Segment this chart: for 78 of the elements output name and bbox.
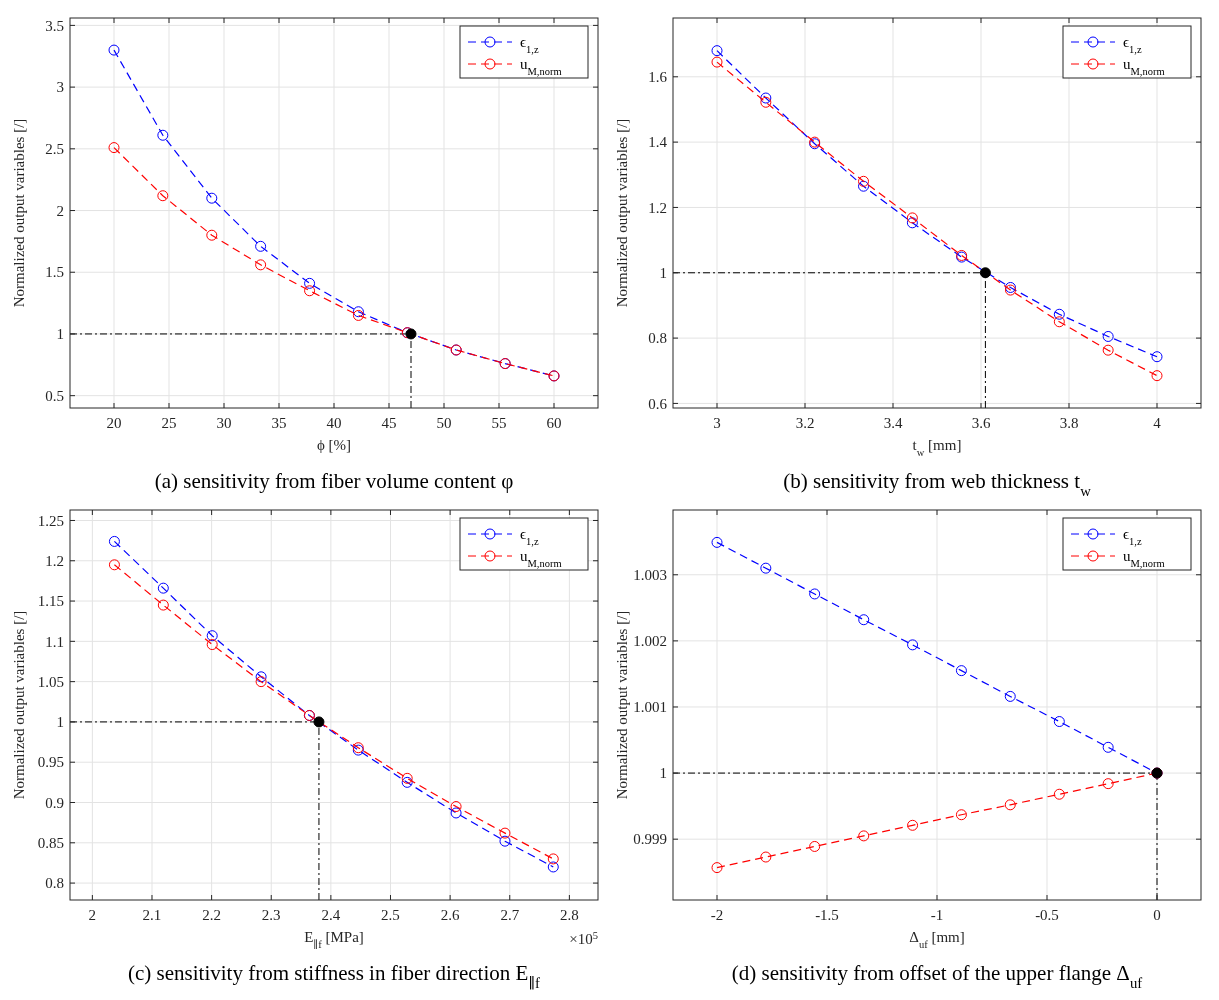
y-tick-label: 1.002	[633, 633, 667, 650]
x-tick-label: 35	[271, 415, 287, 431]
x-tick-label: 2	[88, 907, 97, 923]
x-tick-label: -0.5	[1035, 907, 1059, 923]
text: (a) sensitivity from fiber volume content φ	[154, 469, 514, 493]
y-tick-label: 0.5	[45, 387, 64, 404]
y-tick-label: 3	[56, 79, 64, 96]
x-tick-label: 3.6	[971, 415, 991, 431]
y-axis-title: Normalized output variables [/]	[614, 118, 630, 308]
y-axis-title: Normalized output variables [/]	[11, 118, 27, 308]
x-tick-label: 45	[381, 415, 397, 431]
y-axis-title: Normalized output variables [/]	[614, 610, 630, 800]
y-tick-label: 0.999	[633, 831, 667, 848]
y-tick-label: 1	[56, 714, 64, 731]
x-tick-label: 40	[326, 415, 342, 431]
y-tick-label: 1.15	[37, 593, 64, 610]
legend-label: u$_{M,norm}$	[1123, 548, 1165, 569]
x-tick-label: 3	[713, 415, 721, 431]
legend-label: ϵ$_{1,z}$	[520, 526, 539, 547]
text: (c) sensitivity from stiffness in fiber direction E$_{∥f}$	[128, 961, 541, 991]
text: (d) sensitivity from offset of the upper flange Δ$_{uf}$	[731, 961, 1143, 991]
x-tick-label: 2.2	[202, 907, 221, 923]
legend-label: ϵ$_{1,z}$	[1123, 526, 1142, 547]
legend-label: ϵ$_{1,z}$	[1123, 34, 1142, 55]
x-tick-label: 60	[546, 415, 562, 431]
y-tick-label: 1.05	[37, 673, 64, 690]
x-axis-title: ϕ [%]	[316, 437, 352, 453]
x-tick-label: -1.5	[815, 907, 839, 923]
x-tick-label: 20	[106, 415, 122, 431]
y-tick-label: 1.2	[648, 199, 667, 216]
y-tick-label: 2.5	[45, 141, 64, 158]
x-tick-label: 25	[161, 415, 177, 431]
x-axis-title: E$_{∥f}$ [MPa]	[304, 929, 364, 950]
x-tick-label: -1	[930, 907, 944, 923]
y-tick-label: 0.8	[648, 330, 667, 347]
text: (b) sensitivity from web thickness t$_{w}$	[783, 469, 1092, 499]
x-tick-label: 2.7	[500, 907, 520, 923]
x-tick-label: -2	[710, 907, 724, 923]
y-tick-label: 3.5	[45, 17, 64, 34]
x-axis-title: t$_{w}$ [mm]	[912, 437, 962, 458]
x-tick-label: 2.3	[261, 907, 281, 923]
x-tick-label: 55	[491, 415, 507, 431]
y-tick-label: 1	[56, 326, 64, 343]
x-tick-label: 50	[436, 415, 452, 431]
legend-label: ϵ$_{1,z}$	[520, 34, 539, 55]
y-tick-label: 1	[659, 265, 667, 282]
y-tick-label: 2	[56, 202, 64, 219]
x-tick-label: 2.6	[440, 907, 460, 923]
x-tick-label: 2.8	[560, 907, 579, 923]
y-tick-label: 0.6	[648, 395, 668, 412]
x-tick-label: 2.5	[381, 907, 400, 923]
x-tick-label: 3.4	[883, 415, 903, 431]
x-tick-label: 0	[1153, 907, 1161, 923]
x-tick-label: 30	[216, 415, 232, 431]
y-tick-label: 1.1	[45, 633, 64, 650]
y-tick-label: 1.25	[37, 512, 64, 529]
y-tick-label: 1.2	[45, 553, 64, 570]
x-tick-label: 3.2	[795, 415, 815, 431]
y-tick-label: 1.003	[633, 567, 667, 584]
y-tick-label: 0.8	[45, 875, 64, 892]
text: ×10$^{5}$	[569, 929, 598, 947]
y-tick-label: 0.95	[37, 754, 64, 771]
y-tick-label: 1.6	[648, 69, 668, 86]
x-tick-label: 2.1	[142, 907, 162, 923]
y-tick-label: 0.9	[45, 794, 64, 811]
legend-label: u$_{M,norm}$	[1123, 56, 1165, 77]
x-tick-label: 2.4	[321, 907, 341, 923]
x-tick-label: 4	[1153, 415, 1162, 431]
legend-label: u$_{M,norm}$	[520, 548, 562, 569]
x-tick-label: 3.8	[1059, 415, 1079, 431]
x-axis-title: Δ$_{uf}$ [mm]	[909, 929, 965, 950]
legend-label: u$_{M,norm}$	[520, 56, 562, 77]
y-tick-label: 0.85	[37, 835, 64, 852]
y-tick-label: 1.001	[633, 699, 667, 716]
y-tick-label: 1	[659, 765, 667, 782]
y-tick-label: 1.4	[648, 134, 668, 151]
y-axis-title: Normalized output variables [/]	[11, 610, 27, 800]
y-tick-label: 1.5	[45, 264, 64, 281]
